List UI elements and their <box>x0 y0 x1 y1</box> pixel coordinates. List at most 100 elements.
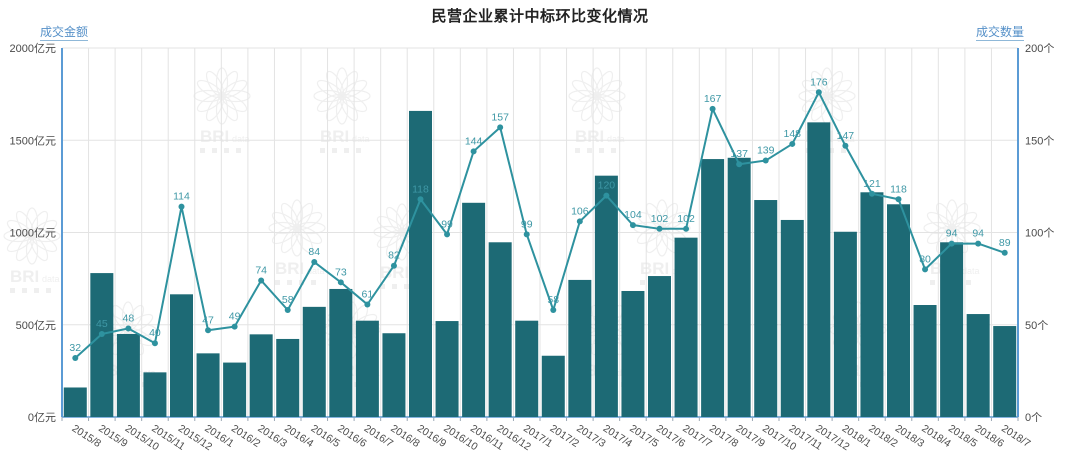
bar-2015/10[interactable] <box>116 333 140 417</box>
bar-2016/4[interactable] <box>276 338 300 417</box>
line-point-2018/1[interactable] <box>842 142 849 149</box>
bar-2017/12[interactable] <box>807 122 831 417</box>
bar-2015/12[interactable] <box>170 294 193 417</box>
bar-2018/2[interactable] <box>860 192 884 417</box>
bar-2018/3[interactable] <box>887 204 910 417</box>
line-point-2018/3[interactable] <box>895 196 902 203</box>
line-point-2017/8[interactable] <box>709 105 716 112</box>
left-axis-tick-label: 1000亿元 <box>10 227 56 240</box>
bar-2017/4[interactable] <box>594 175 618 417</box>
line-point-2016/5[interactable] <box>311 259 318 266</box>
line-point-label: 120 <box>598 180 616 192</box>
bar-2017/3[interactable] <box>568 279 592 417</box>
bar-2016/9[interactable] <box>409 110 432 418</box>
bar-2017/7[interactable] <box>674 237 698 417</box>
line-point-2017/9[interactable] <box>736 161 743 168</box>
line-point-2016/1[interactable] <box>205 327 212 334</box>
x-axis-label: 2018/2 <box>866 422 900 450</box>
line-point-2016/7[interactable] <box>364 301 371 308</box>
bar-2016/2[interactable] <box>223 362 247 417</box>
line-point-label: 74 <box>255 264 267 276</box>
bar-2018/4[interactable] <box>913 305 937 417</box>
bar-2016/12[interactable] <box>488 242 512 417</box>
left-axis-title[interactable]: 成交金额 <box>40 25 89 41</box>
watermark-dot <box>46 288 51 293</box>
bar-2016/11[interactable] <box>462 202 486 417</box>
bar-2016/3[interactable] <box>249 334 273 417</box>
line-point-label: 147 <box>837 130 855 142</box>
line-point-2017/2[interactable] <box>550 306 557 313</box>
line-point-label: 82 <box>388 250 400 262</box>
bar-2017/5[interactable] <box>621 290 645 417</box>
bar-2016/8[interactable] <box>382 333 406 417</box>
bar-2017/10[interactable] <box>754 200 778 417</box>
line-point-2016/6[interactable] <box>337 279 344 286</box>
line-point-2017/4[interactable] <box>603 192 610 199</box>
bar-2017/8[interactable] <box>701 159 725 417</box>
line-point-2017/3[interactable] <box>576 218 583 225</box>
line-point-label: 47 <box>202 314 214 326</box>
x-axis-label: 2018/7 <box>999 422 1033 450</box>
line-point-2018/7[interactable] <box>1001 249 1008 256</box>
line-point-2018/5[interactable] <box>948 240 955 247</box>
bar-2017/2[interactable] <box>541 355 565 417</box>
line-point-label: 118 <box>412 183 429 195</box>
x-axis-label: 2018/4 <box>919 422 953 450</box>
line-point-label: 40 <box>149 327 161 339</box>
line-point-2018/2[interactable] <box>868 190 875 197</box>
line-point-2017/6[interactable] <box>656 225 663 232</box>
line-point-2015/12[interactable] <box>178 203 185 210</box>
line-point-2016/12[interactable] <box>497 124 504 131</box>
bar-2015/9[interactable] <box>90 273 114 417</box>
line-point-2016/2[interactable] <box>231 323 238 330</box>
line-point-2016/8[interactable] <box>390 262 397 269</box>
x-axis-label: 2017/3 <box>574 422 608 450</box>
bar-2016/10[interactable] <box>435 321 459 417</box>
watermark-dot <box>34 288 39 293</box>
line-point-2017/10[interactable] <box>762 157 769 164</box>
line-point-2018/4[interactable] <box>922 266 929 273</box>
bar-2017/11[interactable] <box>780 219 804 417</box>
line-point-label: 144 <box>465 135 483 147</box>
line-point-2016/3[interactable] <box>258 277 265 284</box>
right-axis-tick-label: 100个 <box>1025 227 1054 240</box>
line-point-2017/12[interactable] <box>815 89 822 96</box>
watermark-dot <box>392 284 397 289</box>
line-point-2015/9[interactable] <box>98 330 105 337</box>
line-point-2015/10[interactable] <box>125 325 132 332</box>
line-point-2017/1[interactable] <box>523 231 530 238</box>
bar-2018/1[interactable] <box>833 231 857 417</box>
line-point-label: 73 <box>335 266 347 278</box>
x-axis-label: 2017/8 <box>707 422 741 450</box>
line-point-2016/9[interactable] <box>417 196 424 203</box>
bar-2016/6[interactable] <box>329 288 353 417</box>
line-point-label: 84 <box>308 246 320 258</box>
line-point-2015/8[interactable] <box>72 354 79 361</box>
bar-2017/1[interactable] <box>515 320 539 417</box>
bar-2017/9[interactable] <box>727 157 751 417</box>
watermark-sub: data <box>307 266 325 276</box>
bar-2018/6[interactable] <box>966 314 990 417</box>
bar-2016/7[interactable] <box>355 320 379 417</box>
line-point-2016/10[interactable] <box>444 231 451 238</box>
line-point-2017/11[interactable] <box>789 140 796 147</box>
bar-2015/8[interactable] <box>63 387 87 417</box>
bar-2017/6[interactable] <box>648 276 671 417</box>
bar-2016/1[interactable] <box>196 353 220 417</box>
bar-2015/11[interactable] <box>143 372 167 417</box>
line-point-2017/7[interactable] <box>683 225 690 232</box>
line-point-2016/4[interactable] <box>284 306 291 313</box>
x-axis-label: 2016/6 <box>335 422 369 450</box>
watermark-dot <box>212 148 217 153</box>
line-point-label: 58 <box>282 294 294 306</box>
line-point-2018/6[interactable] <box>975 240 982 247</box>
line-point-2015/11[interactable] <box>151 340 158 347</box>
bar-2016/5[interactable] <box>302 306 326 417</box>
bar-2018/5[interactable] <box>940 242 964 417</box>
line-point-2017/5[interactable] <box>629 222 636 229</box>
right-axis-title[interactable]: 成交数量 <box>975 25 1024 41</box>
line-point-2016/11[interactable] <box>470 148 477 155</box>
bar-2018/7[interactable] <box>993 326 1017 417</box>
